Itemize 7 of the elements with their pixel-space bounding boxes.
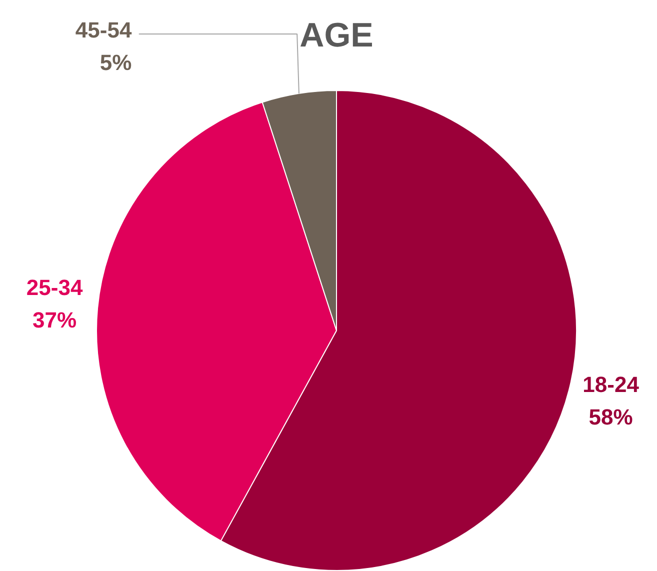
data-label: 5% [100,50,132,75]
slice-label: 25-34 [26,275,84,300]
slice-label: 18-24 [582,372,640,398]
slice-label: 45-54 [75,17,132,42]
chart-title: AGE [300,16,374,54]
data-label: 37% [32,308,77,333]
data-label: 58% [588,404,633,430]
